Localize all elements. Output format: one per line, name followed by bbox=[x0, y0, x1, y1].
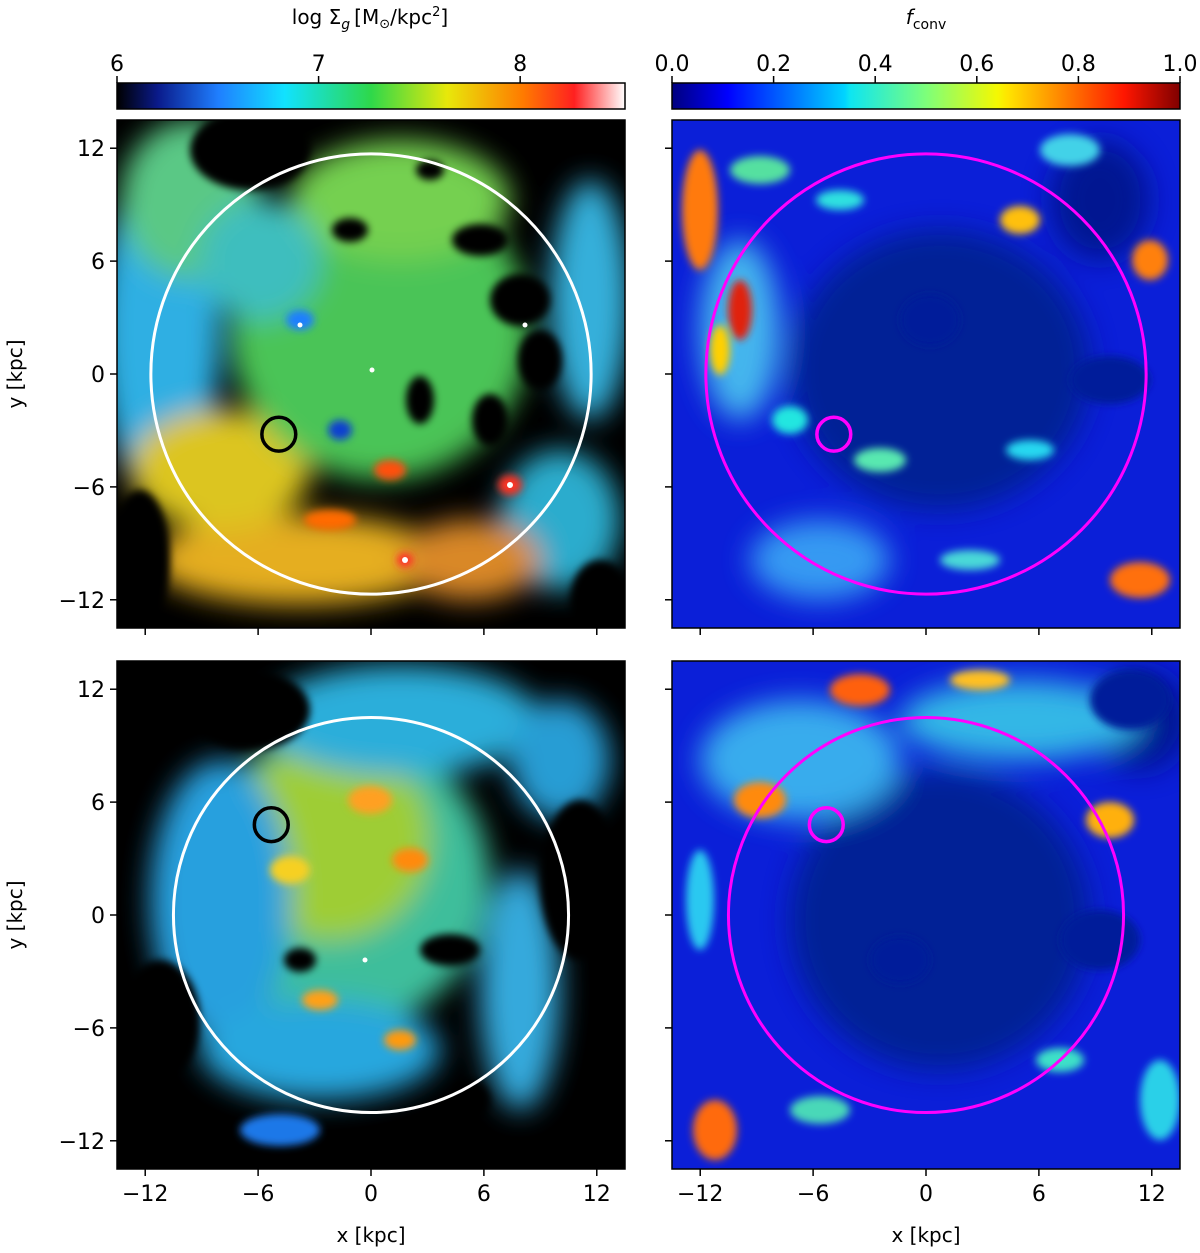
panel-fconv-bottom: −12 −6 0 6 12 bbox=[665, 660, 1181, 1207]
ylabel-top: y [kpc] bbox=[3, 339, 27, 408]
xlabel-bottom-right: x [kpc] bbox=[891, 1223, 960, 1247]
xtick-label: 6 bbox=[1032, 1182, 1046, 1207]
xtick-label: −6 bbox=[797, 1182, 829, 1207]
xtick-label: 12 bbox=[1138, 1182, 1166, 1207]
colorbar-tick-label: 6 bbox=[110, 52, 124, 77]
ylabel-bottom: y [kpc] bbox=[3, 880, 27, 949]
marker-circle bbox=[807, 806, 845, 844]
region-circle bbox=[704, 152, 1148, 596]
colorbar-tick-label: 0.4 bbox=[858, 52, 893, 77]
colorbar-gradient-fconv bbox=[671, 82, 1181, 110]
ytick-label: −6 bbox=[73, 476, 105, 501]
colorbar-tick-label: 0.8 bbox=[1061, 52, 1096, 77]
ytick-label: 0 bbox=[91, 904, 105, 929]
panel-surface-density-bottom: −12 −6 0 6 12 −12 −6 0 6 12 bbox=[59, 660, 626, 1207]
colorbar-tick-label: 0.2 bbox=[756, 52, 791, 77]
ytick-label: 6 bbox=[91, 791, 105, 816]
xlabel-bottom-left: x [kpc] bbox=[336, 1223, 405, 1247]
xtick-label: 6 bbox=[477, 1182, 491, 1207]
colorbar-label-fconv: fconv bbox=[906, 5, 946, 33]
colorbar-label-surface-density: log Σg [M⊙/kpc2] bbox=[292, 5, 448, 33]
colorbar-fconv: fconv 0.0 0.2 0.4 0.6 0.8 1.0 bbox=[655, 5, 1198, 110]
colorbar-tick-label: 8 bbox=[513, 52, 527, 77]
colorbar-tick-label: 0.6 bbox=[959, 52, 994, 77]
ytick-label: −6 bbox=[73, 1017, 105, 1042]
xtick-label: −12 bbox=[122, 1182, 168, 1207]
xtick-label: −6 bbox=[242, 1182, 274, 1207]
colorbar-surface-density: log Σg [M⊙/kpc2] 6 7 8 bbox=[110, 5, 626, 110]
colorbar-tick-label: 1.0 bbox=[1163, 52, 1198, 77]
marker-circle bbox=[252, 806, 290, 844]
region-circle bbox=[149, 152, 593, 596]
xtick-label: 0 bbox=[364, 1182, 378, 1207]
marker-circle bbox=[260, 415, 298, 453]
colorbar-gradient-surface-density bbox=[116, 82, 626, 110]
ytick-label: 0 bbox=[91, 363, 105, 388]
panel-fconv-top bbox=[665, 119, 1181, 635]
region-circle bbox=[171, 715, 571, 1115]
panel-surface-density-top: −12 −6 0 6 12 bbox=[59, 119, 626, 635]
ytick-label: 12 bbox=[77, 137, 105, 162]
ytick-label: 6 bbox=[91, 250, 105, 275]
xtick-label: 12 bbox=[583, 1182, 611, 1207]
ytick-label: 12 bbox=[77, 678, 105, 703]
colorbar-tick-label: 0.0 bbox=[655, 52, 690, 77]
ytick-label: −12 bbox=[59, 589, 105, 614]
colorbar-tick-label: 7 bbox=[312, 52, 326, 77]
ytick-label: −12 bbox=[59, 1130, 105, 1155]
xtick-label: −12 bbox=[677, 1182, 723, 1207]
xtick-label: 0 bbox=[919, 1182, 933, 1207]
region-circle bbox=[726, 715, 1126, 1115]
marker-circle bbox=[815, 415, 853, 453]
